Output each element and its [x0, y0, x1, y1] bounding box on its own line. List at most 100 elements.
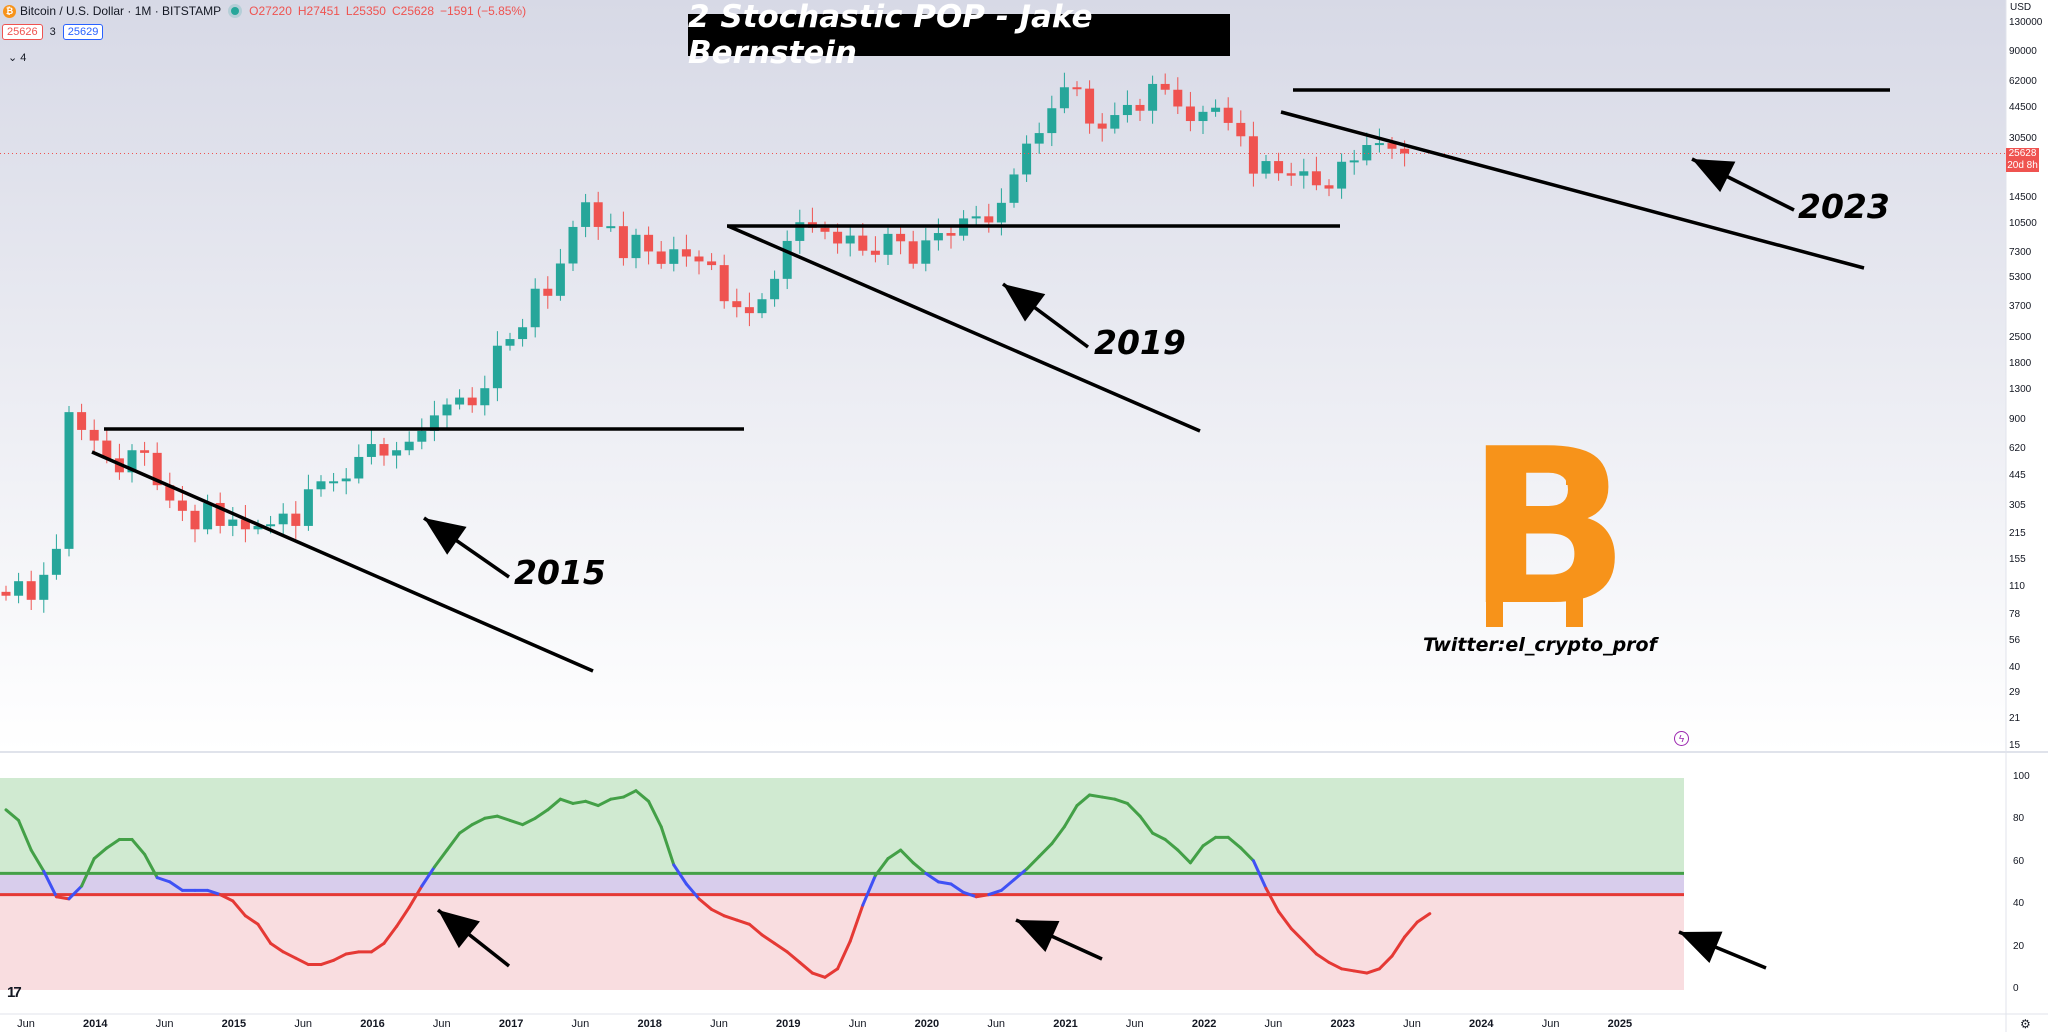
currency-label[interactable]: USD — [2010, 2, 2032, 13]
stochastic-segment — [67, 884, 84, 901]
stochastic-segment — [1377, 954, 1394, 971]
oscillator-tick-label: 60 — [2013, 855, 2025, 867]
bid-ask-boxes: 25626 3 25629 — [2, 24, 104, 40]
stochastic-segment — [1302, 939, 1318, 956]
candle-body — [996, 202, 1006, 223]
stochastic-segment — [647, 799, 663, 829]
osc-arrow-2019-head — [1016, 920, 1060, 953]
stochastic-segment — [621, 789, 638, 799]
stochastic-segment — [495, 814, 512, 822]
stochastic-segment — [369, 941, 386, 954]
candle-body — [89, 429, 99, 441]
price-tick-label: 1800 — [2009, 358, 2032, 370]
time-tick-label: 2024 — [1469, 1018, 1494, 1030]
candle-body — [442, 404, 452, 416]
candle-body — [681, 249, 691, 257]
candle-body — [77, 412, 87, 430]
stochastic-segment — [533, 808, 550, 820]
time-tick-label: 2020 — [914, 1018, 940, 1030]
sell-price-button[interactable]: 25626 — [2, 24, 43, 40]
candle-body — [1173, 89, 1183, 107]
tradingview-logo: 17 — [7, 984, 22, 1001]
candle-body — [858, 235, 868, 251]
price-tick-label: 14500 — [2009, 191, 2037, 203]
candle-body — [971, 216, 981, 219]
candle-body — [555, 263, 565, 296]
stochastic-segment — [1138, 814, 1155, 835]
price-tick-label: 29 — [2009, 687, 2021, 699]
stochastic-segment — [1075, 793, 1092, 808]
time-tick-label: 2015 — [221, 1018, 247, 1030]
candle-body — [215, 502, 225, 526]
flash-icon[interactable]: ϟ — [1674, 731, 1689, 746]
stochastic-segment — [1289, 927, 1306, 943]
drawings-layer — [91, 88, 1890, 970]
stochastic-segment — [861, 874, 877, 907]
arrow-2019-head — [1003, 284, 1046, 322]
stochastic-segment — [1100, 795, 1117, 801]
candle-body — [707, 261, 717, 266]
time-tick-label: 2016 — [360, 1018, 385, 1030]
candle-body — [908, 241, 918, 264]
stochastic-segment — [281, 950, 298, 960]
indicators-toggle[interactable]: ⌄ 4 — [8, 52, 27, 64]
candle-body — [354, 456, 364, 479]
oversold-zone — [0, 894, 1684, 990]
candle-body — [240, 519, 250, 530]
stochastic-segment — [395, 905, 411, 928]
stochastic-segment — [4, 808, 21, 822]
price-tick-label: 620 — [2009, 443, 2026, 455]
candle-body — [102, 440, 112, 459]
candle-body — [51, 548, 61, 575]
stochastic-segment — [659, 825, 676, 867]
buy-price-button[interactable]: 25629 — [62, 24, 104, 40]
candle-body — [518, 327, 528, 340]
candle-body — [165, 485, 175, 501]
stochastic-segment — [823, 967, 840, 979]
stochastic-segment — [1176, 848, 1192, 865]
stochastic-segment — [1226, 835, 1243, 850]
candle-body — [278, 513, 288, 525]
low-value: 25350 — [352, 4, 386, 18]
symbol-title[interactable]: Bitcoin / U.S. Dollar · 1M · BITSTAMP — [20, 4, 222, 18]
candle-body — [1248, 136, 1258, 174]
candle-body — [1185, 106, 1195, 122]
stochastic-segment — [1088, 793, 1104, 799]
price-tick-label: 305 — [2009, 499, 2026, 511]
time-tick-label: 2018 — [637, 1018, 662, 1030]
price-tick-label: 21 — [2009, 713, 2021, 725]
stochastic-segment — [873, 857, 890, 878]
candle-body — [795, 222, 805, 241]
price-tick-label: 40 — [2009, 661, 2021, 673]
symbol-legend[interactable]: ₿ Bitcoin / U.S. Dollar · 1M · BITSTAMP … — [0, 0, 532, 22]
btc-logo-bar — [1486, 455, 1503, 485]
oscillator-tick-label: 40 — [2013, 898, 2025, 910]
candle-body — [341, 478, 351, 482]
price-tick-label: 155 — [2009, 553, 2026, 565]
stochastic-segment — [344, 950, 361, 956]
gear-icon[interactable]: ⚙ — [2020, 1017, 2031, 1031]
time-tick-label: Jun — [710, 1018, 728, 1030]
candle-body — [732, 301, 742, 308]
stochastic-segment — [1113, 797, 1129, 805]
candle-body — [26, 581, 36, 600]
candle-body — [392, 450, 402, 456]
candle-body — [782, 240, 792, 279]
trend-line — [1280, 110, 1865, 270]
stochastic-segment — [1327, 960, 1344, 971]
oscillator-tick-label: 100 — [2013, 771, 2030, 782]
ohlc-open: O27220 — [249, 4, 292, 18]
stochastic-segment — [54, 895, 71, 901]
candle-body — [744, 307, 754, 314]
price-tick-label: 78 — [2009, 608, 2021, 620]
candle-body — [1374, 143, 1384, 146]
stochastic-segment — [243, 914, 260, 926]
stochastic-segment — [773, 941, 789, 954]
stochastic-segment — [1188, 844, 1205, 865]
stochastic-segment — [445, 831, 462, 852]
stochastic-segment — [332, 952, 348, 962]
stochastic-segment — [987, 888, 1003, 897]
candle-body — [1009, 174, 1019, 203]
stochastic-segment — [1012, 867, 1029, 882]
